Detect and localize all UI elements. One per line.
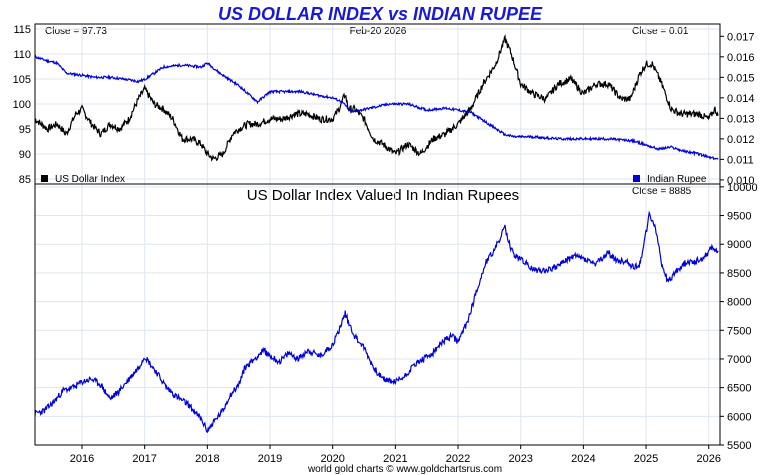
usd-axis-tick-label: 85: [19, 174, 31, 186]
x-tick-label: 2024: [571, 453, 595, 465]
x-axis-ticks: 2016 2017 2018 2019 2020 2021 2022 2023 2024 2025…: [70, 445, 721, 465]
ratio-axis-tick-label: 8500: [727, 268, 751, 280]
bottom-panel-grid: [35, 184, 720, 446]
ratio-axis-tick-label: 8000: [727, 297, 751, 309]
usd-axis-tick-label: 105: [13, 74, 31, 86]
ratio-axis-tick-label: 7500: [727, 325, 751, 337]
inr-axis-tick-label: 0.010: [727, 175, 755, 187]
x-tick-label: 2026: [696, 453, 720, 465]
usd-close-label: Close = 97.73: [45, 26, 107, 37]
inr-legend-swatch: [633, 175, 640, 182]
ratio-axis-tick-label: 6000: [727, 411, 751, 423]
x-tick-label: 2018: [195, 453, 219, 465]
indian-rupee-series-line: [34, 55, 719, 161]
inr-axis-tick-label: 0.011: [727, 154, 754, 166]
usd-axis-tick-label: 90: [19, 149, 31, 161]
chart-title: US DOLLAR INDEX vs INDIAN RUPEE: [218, 4, 543, 24]
x-tick-label: 2016: [70, 453, 94, 465]
inr-axis-tick-label: 0.017: [727, 31, 755, 43]
x-tick-label: 2025: [634, 453, 658, 465]
ratio-axis-tick-label: 9500: [727, 211, 751, 223]
usd-legend-label: US Dollar Index: [55, 174, 125, 185]
bottom-panel-ticks: 5500 6000 6500 7000 7500 8000 8500 9000 9500 1000…: [720, 182, 758, 452]
bottom-close-label: Close = 8885: [632, 186, 692, 197]
usd-in-inr-series-line: [34, 210, 719, 434]
ratio-axis-tick-label: 6500: [727, 383, 751, 395]
ratio-axis-tick-label: 7000: [727, 354, 751, 366]
ratio-axis-tick-label: 9000: [727, 239, 751, 251]
bottom-panel-frame: [34, 183, 721, 446]
ratio-axis-tick-label: 10000: [727, 182, 758, 194]
top-panel-ticks: 85 90 95 100 105 110 115 0.010 0.011 0.012 0.013 0.…: [13, 24, 755, 187]
x-tick-label: 2022: [446, 453, 470, 465]
inr-axis-tick-label: 0.012: [727, 134, 755, 146]
date-label: Feb-20 2026: [350, 26, 407, 37]
inr-axis-tick-label: 0.016: [727, 52, 755, 64]
bottom-chart-title: US Dollar Index Valued In Indian Rupees: [247, 187, 519, 204]
usd-axis-tick-label: 95: [19, 124, 31, 136]
inr-axis-tick-label: 0.014: [727, 93, 755, 105]
inr-axis-tick-label: 0.013: [727, 113, 755, 125]
usd-legend-swatch: [41, 175, 48, 182]
usd-axis-tick-label: 100: [13, 99, 31, 111]
x-tick-label: 2021: [383, 453, 407, 465]
footer-credit: world gold charts © www.goldchartsrus.co…: [307, 464, 502, 475]
top-panel-grid: [35, 24, 720, 184]
usd-index-series-line: [35, 33, 719, 162]
usd-axis-tick-label: 115: [13, 24, 31, 36]
x-tick-label: 2017: [132, 453, 156, 465]
inr-close-label: Close = 0.01: [632, 26, 689, 37]
x-tick-label: 2023: [508, 453, 532, 465]
usd-axis-tick-label: 110: [13, 49, 31, 61]
x-tick-label: 2019: [258, 453, 282, 465]
inr-axis-tick-label: 0.015: [727, 72, 755, 84]
inr-legend-label: Indian Rupee: [647, 174, 707, 185]
x-tick-label: 2020: [320, 453, 344, 465]
ratio-axis-tick-label: 5500: [727, 440, 751, 452]
